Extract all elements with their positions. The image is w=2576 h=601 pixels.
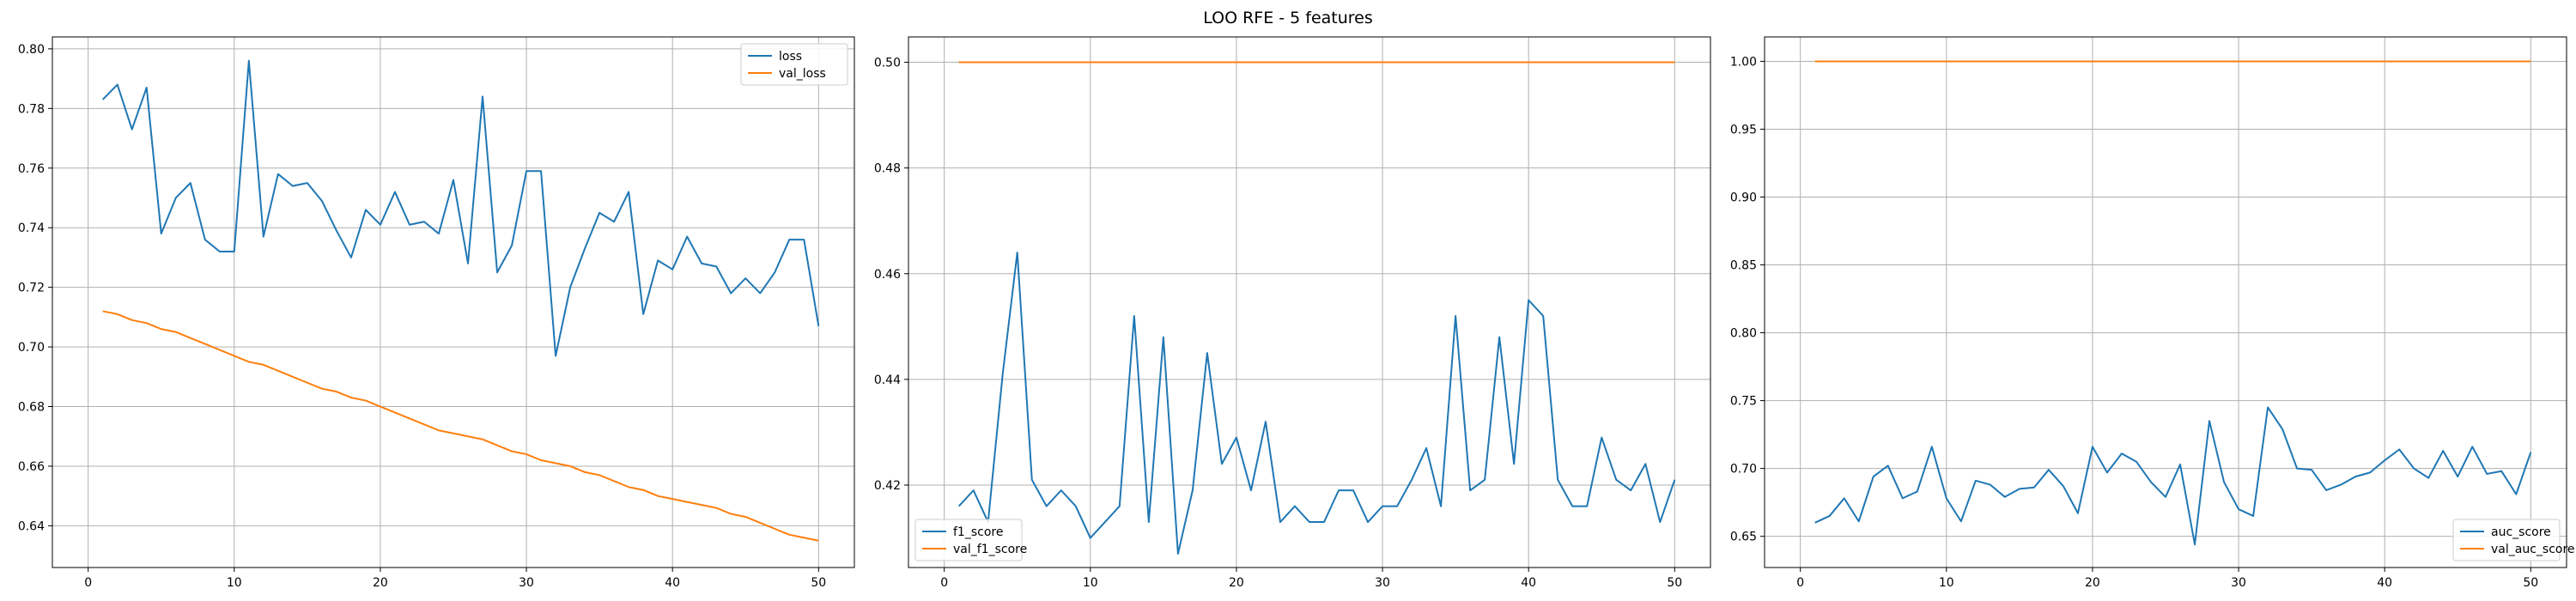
legend: f1_score val_f1_score xyxy=(914,519,1027,562)
y-tick-label: 0.68 xyxy=(18,401,45,415)
legend: auc_score val_auc_score xyxy=(2452,519,2575,562)
x-tick-label: 20 xyxy=(373,576,388,590)
legend-label: val_auc_score xyxy=(2491,543,2575,556)
x-tick-label: 0 xyxy=(1796,576,1804,590)
legend-box xyxy=(2452,519,2561,562)
series-line-loss xyxy=(101,59,820,357)
x-tick-label: 10 xyxy=(1939,576,1954,590)
y-tick-label: 0.85 xyxy=(1730,259,1757,273)
y-tick-label: 1.00 xyxy=(1730,55,1757,69)
y-tick-label: 0.46 xyxy=(874,268,901,282)
legend-label: f1_score xyxy=(953,525,1003,539)
y-tick-label: 0.90 xyxy=(1730,191,1757,205)
legend-box xyxy=(914,519,1023,562)
x-tick-label: 30 xyxy=(519,576,534,590)
legend-label: val_f1_score xyxy=(953,543,1027,556)
x-tick-label: 40 xyxy=(1521,576,1536,590)
x-tick-label: 20 xyxy=(1229,576,1244,590)
legend-box xyxy=(740,43,848,86)
y-tick-label: 0.75 xyxy=(1730,395,1757,409)
series-line-val-loss xyxy=(102,310,819,542)
x-tick-label: 50 xyxy=(2523,576,2538,590)
y-tick-label: 0.80 xyxy=(1730,327,1757,341)
figure-title: LOO RFE - 5 features xyxy=(1203,9,1373,27)
y-tick-label: 0.80 xyxy=(18,43,45,57)
y-tick-label: 0.74 xyxy=(18,222,45,235)
x-tick-label: 10 xyxy=(1083,576,1098,590)
x-tick-label: 10 xyxy=(227,576,242,590)
axes-frame xyxy=(1764,36,2567,568)
x-tick-label: 50 xyxy=(1667,576,1682,590)
x-tick-label: 20 xyxy=(2085,576,2100,590)
y-tick-label: 0.72 xyxy=(18,282,45,295)
x-tick-label: 30 xyxy=(1375,576,1390,590)
y-tick-label: 0.65 xyxy=(1730,531,1757,544)
x-tick-label: 0 xyxy=(940,576,948,590)
x-tick-label: 40 xyxy=(2377,576,2392,590)
y-tick-label: 0.95 xyxy=(1730,123,1757,137)
x-tick-label: 50 xyxy=(811,576,826,590)
x-tick-label: 0 xyxy=(84,576,92,590)
axes-frame xyxy=(52,36,855,568)
y-tick-label: 0.50 xyxy=(874,57,901,70)
axes-frame xyxy=(908,36,1711,568)
legend-label: auc_score xyxy=(2491,525,2551,539)
y-tick-label: 0.48 xyxy=(874,162,901,176)
y-tick-label: 0.76 xyxy=(18,162,45,176)
y-tick-label: 0.42 xyxy=(874,479,901,493)
legend: loss val_loss xyxy=(740,43,848,86)
legend-label: val_loss xyxy=(779,67,826,81)
series-line-f1-score xyxy=(957,252,1676,555)
x-tick-label: 40 xyxy=(665,576,680,590)
y-tick-label: 0.64 xyxy=(18,519,45,533)
y-tick-label: 0.70 xyxy=(1730,463,1757,477)
y-tick-label: 0.78 xyxy=(18,102,45,116)
x-tick-label: 30 xyxy=(2231,576,2246,590)
legend-label: loss xyxy=(779,50,802,64)
y-tick-label: 0.70 xyxy=(18,341,45,355)
y-tick-label: 0.66 xyxy=(18,460,45,474)
y-tick-label: 0.44 xyxy=(874,373,901,387)
series-line-auc-score xyxy=(1814,406,2532,546)
